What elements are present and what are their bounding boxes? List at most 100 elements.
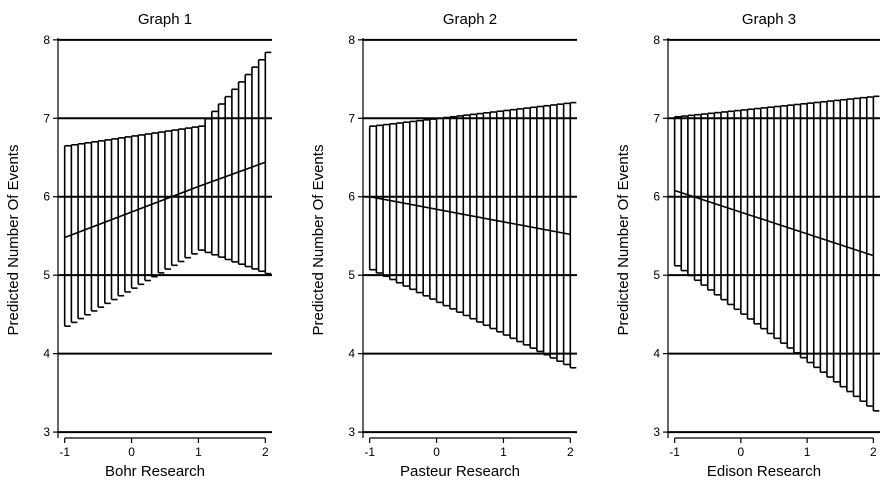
error-bar xyxy=(846,98,853,393)
error-bar xyxy=(395,122,403,284)
error-bar xyxy=(251,66,258,270)
error-bar xyxy=(388,122,396,281)
error-bar xyxy=(839,98,847,388)
y-tick-label-7: 7 xyxy=(653,111,660,125)
y-tick-label-7: 7 xyxy=(43,111,50,125)
error-bar xyxy=(164,130,171,270)
y-tick-label-3: 3 xyxy=(653,425,660,439)
chart-title: Graph 1 xyxy=(138,11,192,28)
error-bar xyxy=(402,121,410,287)
error-bar xyxy=(502,109,510,336)
chart-panel-graph-3: 3 4 5 6 7 8 -1 0 1 2 Graph 3 Edison Research Pred… xyxy=(615,11,880,480)
error-bar xyxy=(184,127,192,259)
error-bar xyxy=(231,88,238,263)
error-bar xyxy=(806,102,814,364)
error-bar xyxy=(204,117,212,254)
predicted-events-line xyxy=(674,189,874,257)
axes: 3 4 5 6 7 8 -1 0 1 2 xyxy=(43,33,269,459)
x-tick-label-1: 1 xyxy=(195,445,202,459)
error-bar xyxy=(442,116,450,307)
error-bar xyxy=(786,104,794,349)
gridlines xyxy=(58,38,272,434)
y-tick-label-8: 8 xyxy=(653,33,660,47)
error-bar xyxy=(224,95,232,261)
error-bar xyxy=(422,119,430,297)
error-bar xyxy=(542,104,550,356)
error-bars xyxy=(673,95,880,412)
predicted-events-line xyxy=(64,161,266,239)
y-tick-label-4: 4 xyxy=(348,347,355,361)
error-bar xyxy=(852,97,860,398)
error-bar xyxy=(449,115,456,310)
y-tick-label-7: 7 xyxy=(348,111,355,125)
error-bar xyxy=(495,110,503,333)
error-bar xyxy=(237,81,245,266)
error-bar xyxy=(865,96,873,407)
error-bar xyxy=(569,101,577,369)
error-bar xyxy=(859,96,867,403)
error-bar xyxy=(264,51,272,275)
error-bar xyxy=(382,123,390,278)
y-axis-label: Predicted Number Of Events xyxy=(615,145,632,336)
error-bar xyxy=(469,113,476,320)
error-bar xyxy=(455,115,463,313)
x-axis-label: Bohr Research xyxy=(105,463,205,480)
y-tick-label-6: 6 xyxy=(348,190,355,204)
error-bar xyxy=(217,103,225,258)
error-bar xyxy=(799,103,807,359)
error-bar xyxy=(462,114,470,317)
chart-title: Graph 2 xyxy=(443,11,497,28)
error-bar xyxy=(415,119,423,294)
error-bar xyxy=(529,106,537,349)
x-tick-label-2: 2 xyxy=(870,445,877,459)
chart-title: Graph 3 xyxy=(742,11,796,28)
y-tick-label-5: 5 xyxy=(43,268,50,282)
y-axis-label: Predicted Number Of Events xyxy=(5,145,22,336)
axes: 3 4 5 6 7 8 -1 0 1 2 xyxy=(653,33,877,459)
predicted-events-line xyxy=(369,195,571,236)
chart-panel-graph-2: 3 4 5 6 7 8 -1 0 1 2 Graph 2 Pasteur Research Pre… xyxy=(310,11,577,480)
error-bar xyxy=(549,104,557,359)
error-bar xyxy=(793,103,800,354)
error-bar xyxy=(197,125,205,251)
error-bar xyxy=(482,112,490,327)
error-bar xyxy=(489,111,497,330)
x-tick-label-0: 0 xyxy=(433,445,440,459)
x-tick-label-2: 2 xyxy=(567,445,574,459)
error-bar xyxy=(177,128,185,263)
error-bar xyxy=(475,112,483,323)
error-bar xyxy=(429,118,436,300)
error-bar xyxy=(516,108,523,343)
error-bar xyxy=(368,125,376,271)
axes: 3 4 5 6 7 8 -1 0 1 2 xyxy=(348,33,574,459)
error-bar xyxy=(872,95,880,412)
x-tick-label-1: 1 xyxy=(500,445,507,459)
x-tick-label--1: -1 xyxy=(364,445,375,459)
error-bars xyxy=(63,51,272,327)
error-bar xyxy=(773,105,780,340)
error-bar xyxy=(211,110,218,256)
y-tick-label-8: 8 xyxy=(43,33,50,47)
y-tick-label-3: 3 xyxy=(43,425,50,439)
y-axis-label: Predicted Number Of Events xyxy=(310,145,327,336)
error-bar xyxy=(409,120,416,291)
prediction-line xyxy=(369,195,571,236)
x-tick-label-0: 0 xyxy=(738,445,745,459)
prediction-line xyxy=(64,161,266,239)
error-bar xyxy=(779,105,787,344)
y-tick-label-6: 6 xyxy=(653,190,660,204)
error-bar xyxy=(170,129,178,267)
error-bar xyxy=(819,100,827,373)
y-tick-label-3: 3 xyxy=(348,425,355,439)
x-axis-label: Pasteur Research xyxy=(400,463,520,480)
x-tick-label-2: 2 xyxy=(262,445,269,459)
error-bar xyxy=(244,73,252,268)
x-axis-label: Edison Research xyxy=(707,463,821,480)
error-bar xyxy=(522,107,530,346)
error-bar xyxy=(83,142,91,316)
error-bar xyxy=(826,100,833,378)
y-tick-label-4: 4 xyxy=(43,347,50,361)
error-bar xyxy=(375,124,383,274)
error-bar xyxy=(77,142,85,320)
